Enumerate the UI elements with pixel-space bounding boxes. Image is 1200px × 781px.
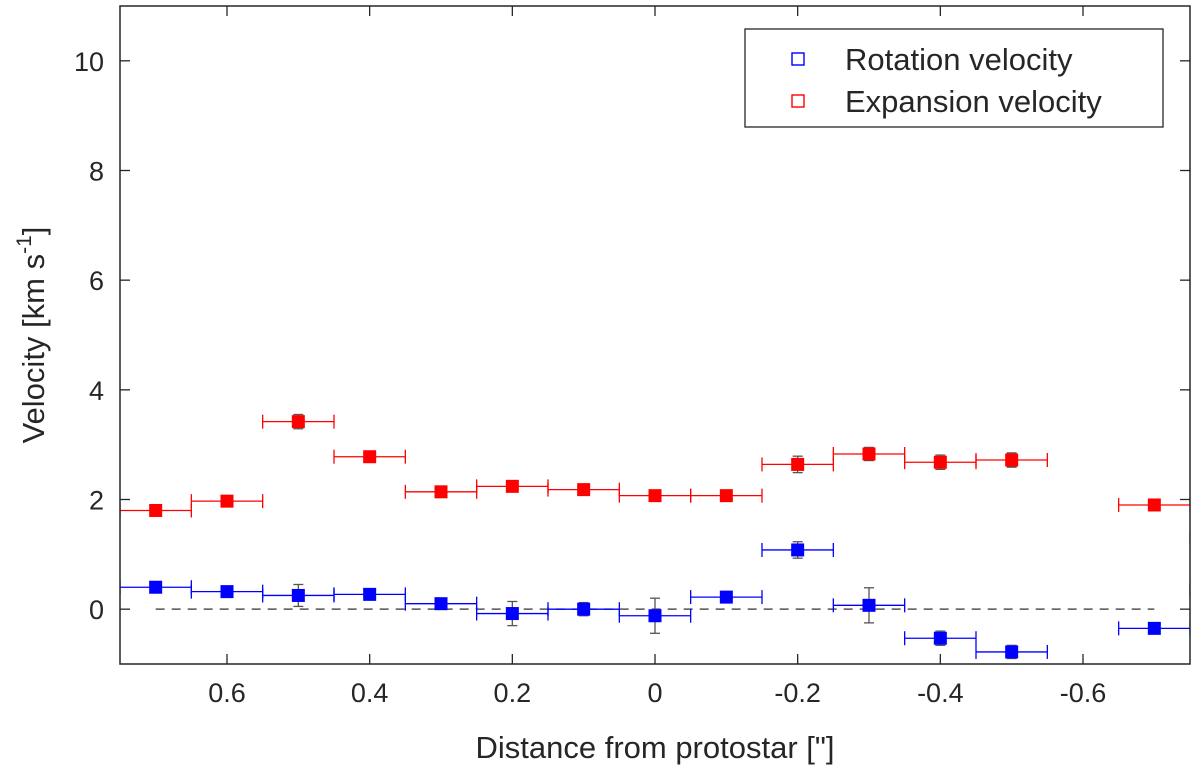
- rotation-data-point: [149, 580, 163, 594]
- expansion-data-point: [291, 415, 305, 429]
- x-tick-label: 0.6: [208, 678, 246, 708]
- x-tick-label: -0.2: [774, 678, 821, 708]
- legend-marker-expansion: [791, 94, 805, 108]
- x-axis-label: Distance from protostar ["]: [475, 730, 834, 765]
- expansion-data-point: [862, 447, 876, 461]
- y-tick-label: 10: [74, 47, 104, 77]
- x-tick-label: 0.2: [494, 678, 532, 708]
- rotation-data-point: [933, 631, 947, 645]
- y-tick-label: 8: [89, 157, 104, 187]
- rotation-data-point: [363, 587, 377, 601]
- series-expansion: [120, 413, 1190, 545]
- y-axis-label-main: Velocity [km s: [16, 254, 51, 444]
- expansion-data-point: [1005, 453, 1019, 467]
- rotation-data-point: [1147, 621, 1161, 635]
- expansion-data-point: [220, 494, 234, 508]
- expansion-data-point: [791, 457, 805, 471]
- y-axis-label-close: ]: [16, 227, 51, 236]
- rotation-data-point: [505, 607, 519, 621]
- expansion-data-point: [648, 489, 662, 503]
- x-tick-label: 0: [647, 678, 662, 708]
- rotation-data-point: [719, 590, 733, 604]
- legend-box: [744, 28, 1164, 128]
- legend-marker-rotation: [791, 52, 805, 66]
- rotation-data-point: [577, 602, 591, 616]
- legend: Rotation velocity Expansion velocity: [744, 28, 1164, 128]
- rotation-data-point: [862, 598, 876, 612]
- expansion-data-point: [719, 489, 733, 503]
- series-rotation: [120, 541, 1190, 660]
- x-tick-label: -0.6: [1060, 678, 1107, 708]
- x-tick-label: 0.4: [351, 678, 389, 708]
- expansion-data-point: [577, 483, 591, 497]
- legend-label-rotation: Rotation velocity: [845, 42, 1073, 77]
- y-axis-label-exponent: -1: [13, 235, 36, 254]
- x-tick-label: -0.4: [917, 678, 964, 708]
- expansion-data-point: [434, 485, 448, 499]
- y-tick-label: 4: [89, 376, 104, 406]
- rotation-data-point: [220, 585, 234, 599]
- expansion-data-point: [149, 503, 163, 517]
- y-tick-label: 6: [89, 266, 104, 296]
- expansion-data-point: [1147, 498, 1161, 512]
- rotation-data-point: [291, 588, 305, 602]
- rotation-data-point: [434, 597, 448, 611]
- rotation-data-point: [791, 543, 805, 557]
- expansion-data-point: [363, 450, 377, 464]
- legend-label-expansion: Expansion velocity: [845, 84, 1102, 119]
- y-axis-label: Velocity [km s-1]: [13, 227, 51, 444]
- expansion-data-point: [933, 455, 947, 469]
- rotation-data-point: [648, 609, 662, 623]
- rotation-data-point: [1005, 645, 1019, 659]
- y-tick-label: 0: [89, 595, 104, 625]
- expansion-data-point: [505, 479, 519, 493]
- y-tick-label: 2: [89, 486, 104, 516]
